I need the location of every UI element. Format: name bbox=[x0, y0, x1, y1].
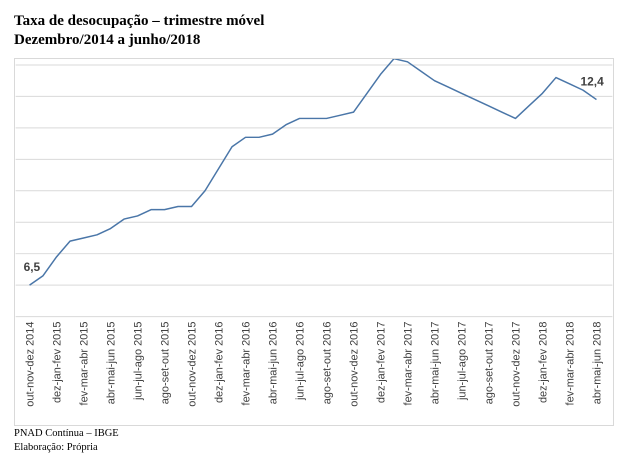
data-label: 12,4 bbox=[581, 75, 605, 89]
x-tick-label: dez-jan-fev 2018 bbox=[537, 322, 549, 403]
line-chart: 6,5 12,4 out-nov-dez 2014 dez-jan-fev 2015… bbox=[14, 58, 614, 426]
x-tick-label: jun-jul-ago 2017 bbox=[456, 322, 468, 401]
x-tick-label: fev-mar-abr 2016 bbox=[240, 322, 252, 406]
chart-title: Taxa de desocupação – trimestre móvel bbox=[14, 13, 265, 29]
x-tick-label: abr-mai-jun 2015 bbox=[106, 322, 118, 405]
x-tick-label: ago-set-out 2015 bbox=[160, 322, 172, 405]
x-tick-label: fev-mar-abr 2018 bbox=[564, 322, 576, 406]
chart-subtitle: Dezembro/2014 a junho/2018 bbox=[14, 32, 201, 48]
x-tick-label: dez-jan-fev 2017 bbox=[375, 322, 387, 403]
x-tick-label: out-nov-dez 2015 bbox=[187, 322, 199, 407]
chart-footer: PNAD Contínua – IBGE Elaboração: Própria bbox=[14, 427, 119, 455]
x-tick-label: out-nov-dez 2017 bbox=[510, 322, 522, 407]
chart-title-block: Taxa de desocupação – trimestre móvel De… bbox=[14, 12, 264, 50]
credit-note: Elaboração: Própria bbox=[14, 442, 98, 453]
x-tick-label: dez-jan-fev 2016 bbox=[214, 322, 226, 403]
data-labels: 6,5 12,4 bbox=[24, 75, 605, 275]
x-tick-label: out-nov-dez 2016 bbox=[348, 322, 360, 407]
x-tick-label: jun-jul-ago 2015 bbox=[133, 322, 145, 401]
gridlines bbox=[15, 64, 613, 318]
data-label: 6,5 bbox=[24, 260, 41, 274]
series-line-taxa-desocupacao bbox=[29, 59, 597, 286]
x-axis-tick-labels: out-nov-dez 2014 dez-jan-fev 2015 fev-mar-… bbox=[25, 322, 604, 407]
x-tick-label: jun-jul-ago 2016 bbox=[294, 322, 306, 401]
x-tick-label: fev-mar-abr 2017 bbox=[402, 322, 414, 406]
x-tick-label: abr-mai-jun 2017 bbox=[429, 322, 441, 405]
x-tick-label: out-nov-dez 2014 bbox=[25, 322, 37, 407]
source-note: PNAD Contínua – IBGE bbox=[14, 428, 119, 439]
x-tick-label: fev-mar-abr 2015 bbox=[79, 322, 91, 406]
x-tick-label: abr-mai-jun 2016 bbox=[267, 322, 279, 405]
x-tick-label: abr-mai-jun 2018 bbox=[591, 322, 603, 405]
x-tick-label: ago-set-out 2016 bbox=[321, 322, 333, 405]
x-tick-label: ago-set-out 2017 bbox=[483, 322, 495, 405]
x-tick-label: dez-jan-fev 2015 bbox=[52, 322, 64, 403]
